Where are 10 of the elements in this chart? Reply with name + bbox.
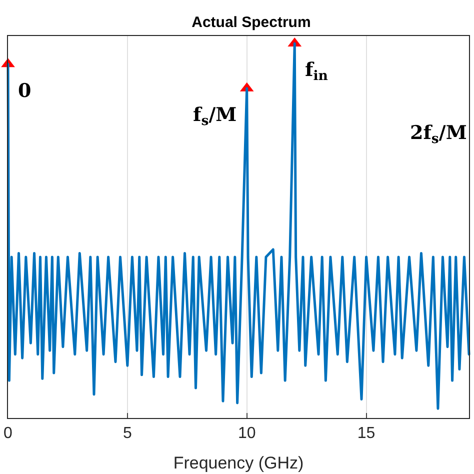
- x-axis-title: Frequency (GHz): [173, 454, 304, 473]
- annotation: f$_{in}$: [305, 59, 328, 84]
- x-tick-label: 0: [4, 425, 13, 442]
- x-tick-label: 5: [122, 425, 132, 442]
- x-tick-label: 10: [238, 425, 256, 442]
- annotation: f$_{s}$/M: [193, 104, 237, 129]
- annotation: 0: [18, 80, 32, 102]
- chart-title: Actual Spectrum: [192, 14, 311, 32]
- x-tick-label: 15: [357, 425, 376, 442]
- annotation: 2f$_{s}$/M: [410, 122, 467, 147]
